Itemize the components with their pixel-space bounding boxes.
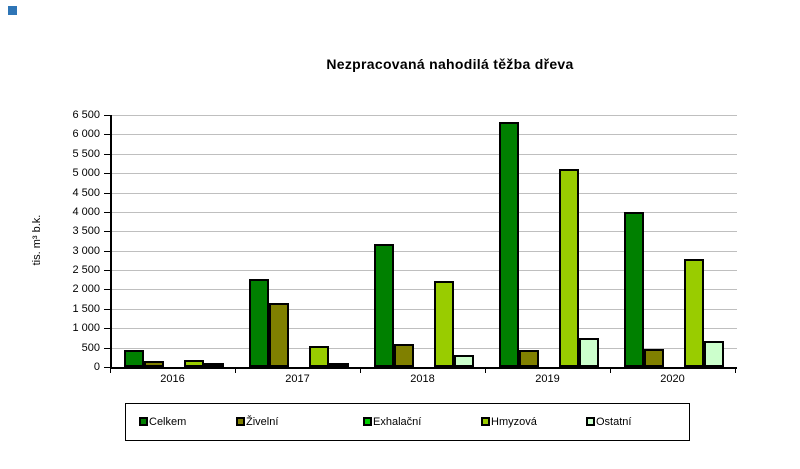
legend-swatch-celkem xyxy=(139,417,148,426)
y-tick-mark xyxy=(104,115,110,116)
legend-item-ostatní: Ostatní xyxy=(586,416,631,429)
gridline-6500 xyxy=(112,115,737,116)
y-tick-mark xyxy=(104,211,110,213)
legend-label: Exhalační xyxy=(373,416,422,428)
legend-swatch-exhalační xyxy=(363,417,372,426)
gridline-1000 xyxy=(112,328,737,330)
y-tick-label-5500: 5 500 xyxy=(72,147,100,160)
gridline-5500 xyxy=(112,153,737,155)
gridline-4000 xyxy=(112,211,737,213)
gridline-3000 xyxy=(112,250,737,252)
y-tick-mark xyxy=(104,173,110,175)
bar-živelní-2017 xyxy=(269,303,289,367)
y-tick-label-0: 0 xyxy=(93,361,100,373)
y-tick-mark xyxy=(104,153,110,155)
y-tick-mark xyxy=(104,134,110,136)
bar-hmyzová-2019 xyxy=(559,169,579,367)
bar-živelní-2020 xyxy=(644,349,664,367)
bar-hmyzová-2016 xyxy=(184,360,204,367)
bar-celkem-2020 xyxy=(624,212,644,367)
y-tick-label-6000: 6 000 xyxy=(72,128,100,141)
y-tick-mark xyxy=(104,231,110,233)
legend-item-celkem: Celkem xyxy=(139,416,186,429)
gridline-3500 xyxy=(112,231,737,233)
legend-label: Hmyzová xyxy=(491,416,537,428)
x-tick-mark xyxy=(485,368,486,373)
x-tick-label-2019: 2019 xyxy=(535,373,560,385)
y-tick-label-5000: 5 000 xyxy=(72,167,100,180)
bar-ostatní-2019 xyxy=(579,338,599,367)
bar-ostatní-2020 xyxy=(704,341,724,367)
x-tick-mark xyxy=(360,368,361,373)
bar-živelní-2018 xyxy=(394,344,414,367)
x-tick-mark xyxy=(235,368,236,373)
y-tick-mark xyxy=(104,289,110,291)
y-tick-mark xyxy=(104,270,110,272)
bar-hmyzová-2018 xyxy=(434,281,454,367)
legend-item-hmyzová: Hmyzová xyxy=(481,416,537,429)
x-tick-label-2018: 2018 xyxy=(410,373,435,385)
x-tick-mark xyxy=(735,368,736,373)
bar-ostatní-2018 xyxy=(454,355,474,367)
legend-item-živelní: Živelní xyxy=(236,416,278,429)
bar-hmyzová-2017 xyxy=(309,346,329,367)
x-tick-mark xyxy=(110,368,111,373)
legend-item-exhalační: Exhalační xyxy=(363,416,421,429)
legend-swatch-hmyzová xyxy=(481,417,490,426)
y-tick-label-3500: 3 500 xyxy=(72,225,100,238)
legend-label: Ostatní xyxy=(596,416,632,428)
x-tick-label-2017: 2017 xyxy=(285,373,310,385)
y-tick-label-500: 500 xyxy=(81,341,100,354)
bar-celkem-2019 xyxy=(499,122,519,367)
y-tick-label-6500: 6 500 xyxy=(72,109,100,121)
y-tick-label-4500: 4 500 xyxy=(72,186,100,199)
gridline-1500 xyxy=(112,308,737,310)
bar-hmyzová-2020 xyxy=(684,259,704,367)
bar-ostatní-2016 xyxy=(204,363,224,367)
gridline-5000 xyxy=(112,173,737,175)
gridline-6000 xyxy=(112,134,737,136)
y-tick-mark xyxy=(104,192,110,194)
legend-label: Živelní xyxy=(246,416,279,428)
y-tick-mark xyxy=(104,250,110,252)
plot-area xyxy=(110,115,737,369)
bar-celkem-2016 xyxy=(124,350,144,367)
gridline-500 xyxy=(112,347,737,349)
gridline-4500 xyxy=(112,192,737,194)
y-tick-mark xyxy=(104,308,110,310)
bar-živelní-2019 xyxy=(519,350,539,367)
y-tick-label-3000: 3 000 xyxy=(72,244,100,257)
y-tick-mark xyxy=(104,347,110,349)
bar-ostatní-2017 xyxy=(329,363,349,367)
corner-marker xyxy=(8,6,17,15)
x-tick-mark xyxy=(610,368,611,373)
bar-celkem-2018 xyxy=(374,244,394,367)
y-tick-label-4000: 4 000 xyxy=(72,205,100,218)
gridline-2500 xyxy=(112,270,737,272)
legend-swatch-ostatní xyxy=(586,417,595,426)
y-tick-mark xyxy=(104,328,110,330)
y-axis-title: tis. m³ b.k. xyxy=(31,214,43,266)
y-tick-label-2000: 2 000 xyxy=(72,283,100,296)
gridline-2000 xyxy=(112,289,737,291)
legend-swatch-živelní xyxy=(236,417,245,426)
chart-title: Nezpracovaná nahodilá těžba dřeva xyxy=(326,56,574,72)
y-tick-label-1000: 1 000 xyxy=(72,322,100,335)
bar-živelní-2016 xyxy=(144,361,164,367)
y-tick-label-1500: 1 500 xyxy=(72,302,100,315)
bar-celkem-2017 xyxy=(249,279,269,367)
y-tick-mark xyxy=(104,367,110,368)
legend: Celkem Živelní Exhalační Hmyzová Ostatní xyxy=(125,403,690,441)
y-tick-label-2500: 2 500 xyxy=(72,264,100,277)
legend-label: Celkem xyxy=(149,416,187,428)
x-tick-label-2016: 2016 xyxy=(160,373,185,385)
x-tick-label-2020: 2020 xyxy=(660,373,685,385)
